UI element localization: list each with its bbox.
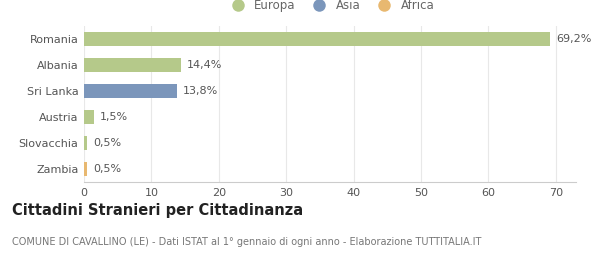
Text: COMUNE DI CAVALLINO (LE) - Dati ISTAT al 1° gennaio di ogni anno - Elaborazione : COMUNE DI CAVALLINO (LE) - Dati ISTAT al… — [12, 237, 481, 246]
Text: 69,2%: 69,2% — [556, 34, 591, 44]
Bar — [84, 58, 181, 72]
Bar — [84, 32, 550, 46]
Text: Cittadini Stranieri per Cittadinanza: Cittadini Stranieri per Cittadinanza — [12, 203, 303, 218]
Bar — [84, 162, 88, 176]
Bar — [84, 110, 94, 124]
Text: 14,4%: 14,4% — [187, 60, 222, 70]
Text: 13,8%: 13,8% — [182, 86, 218, 96]
Text: 0,5%: 0,5% — [93, 164, 121, 174]
Bar — [84, 84, 177, 98]
Legend: Europa, Asia, Africa: Europa, Asia, Africa — [221, 0, 439, 17]
Bar — [84, 136, 88, 150]
Text: 0,5%: 0,5% — [93, 138, 121, 148]
Text: 1,5%: 1,5% — [100, 112, 128, 122]
